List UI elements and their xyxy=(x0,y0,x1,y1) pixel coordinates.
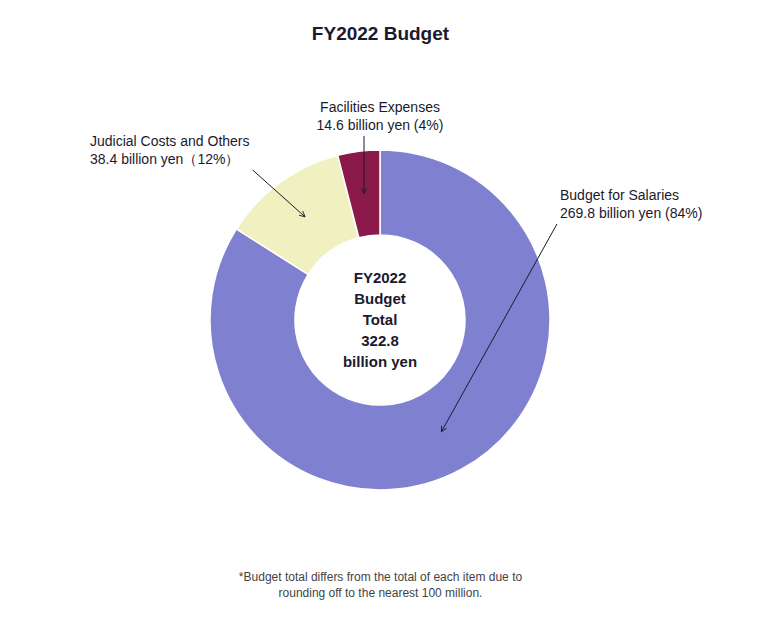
center-text-line: Budget xyxy=(354,290,406,307)
annotation-arrow xyxy=(364,136,365,194)
center-text-line: Total xyxy=(363,311,398,328)
center-text: FY2022 Budget Total 322.8 billion yen xyxy=(343,269,417,370)
annotations: Budget for Salaries 269.8 billion yen (84… xyxy=(90,99,702,432)
slice xyxy=(210,150,550,490)
annotation-arrow xyxy=(441,224,557,432)
annotation-line: Judicial Costs and Others xyxy=(90,133,250,149)
footnote-line: rounding off to the nearest 100 million. xyxy=(279,586,483,600)
slice xyxy=(338,150,380,238)
annotation-arrow xyxy=(253,170,306,217)
annotation-line: 38.4 billion yen（12%） xyxy=(90,151,239,167)
annotation-line: Budget for Salaries xyxy=(560,187,679,203)
annotation: Facilities Expenses 14.6 billion yen (4%) xyxy=(317,99,444,133)
title: FY2022 Budget xyxy=(312,23,450,44)
donut: FY2022 Budget Total 322.8 billion yen xyxy=(210,150,550,490)
annotation: Budget for Salaries 269.8 billion yen (84… xyxy=(560,187,702,221)
footnote: *Budget total differs from the total of … xyxy=(239,570,523,600)
center-text-line: 322.8 xyxy=(361,332,399,349)
annotation-line: 14.6 billion yen (4%) xyxy=(317,117,444,133)
footnote-line: *Budget total differs from the total of … xyxy=(239,570,523,584)
annotation: Judicial Costs and Others 38.4 billion ye… xyxy=(90,133,250,167)
center-text-line: billion yen xyxy=(343,353,417,370)
slice xyxy=(236,155,358,274)
center-text-line: FY2022 xyxy=(354,269,407,286)
annotation-line: 269.8 billion yen (84%) xyxy=(560,205,702,221)
annotation-line: Facilities Expenses xyxy=(320,99,440,115)
chart: FY2022 Budget FY2022 Budget Total 322.8 billi… xyxy=(0,0,761,632)
